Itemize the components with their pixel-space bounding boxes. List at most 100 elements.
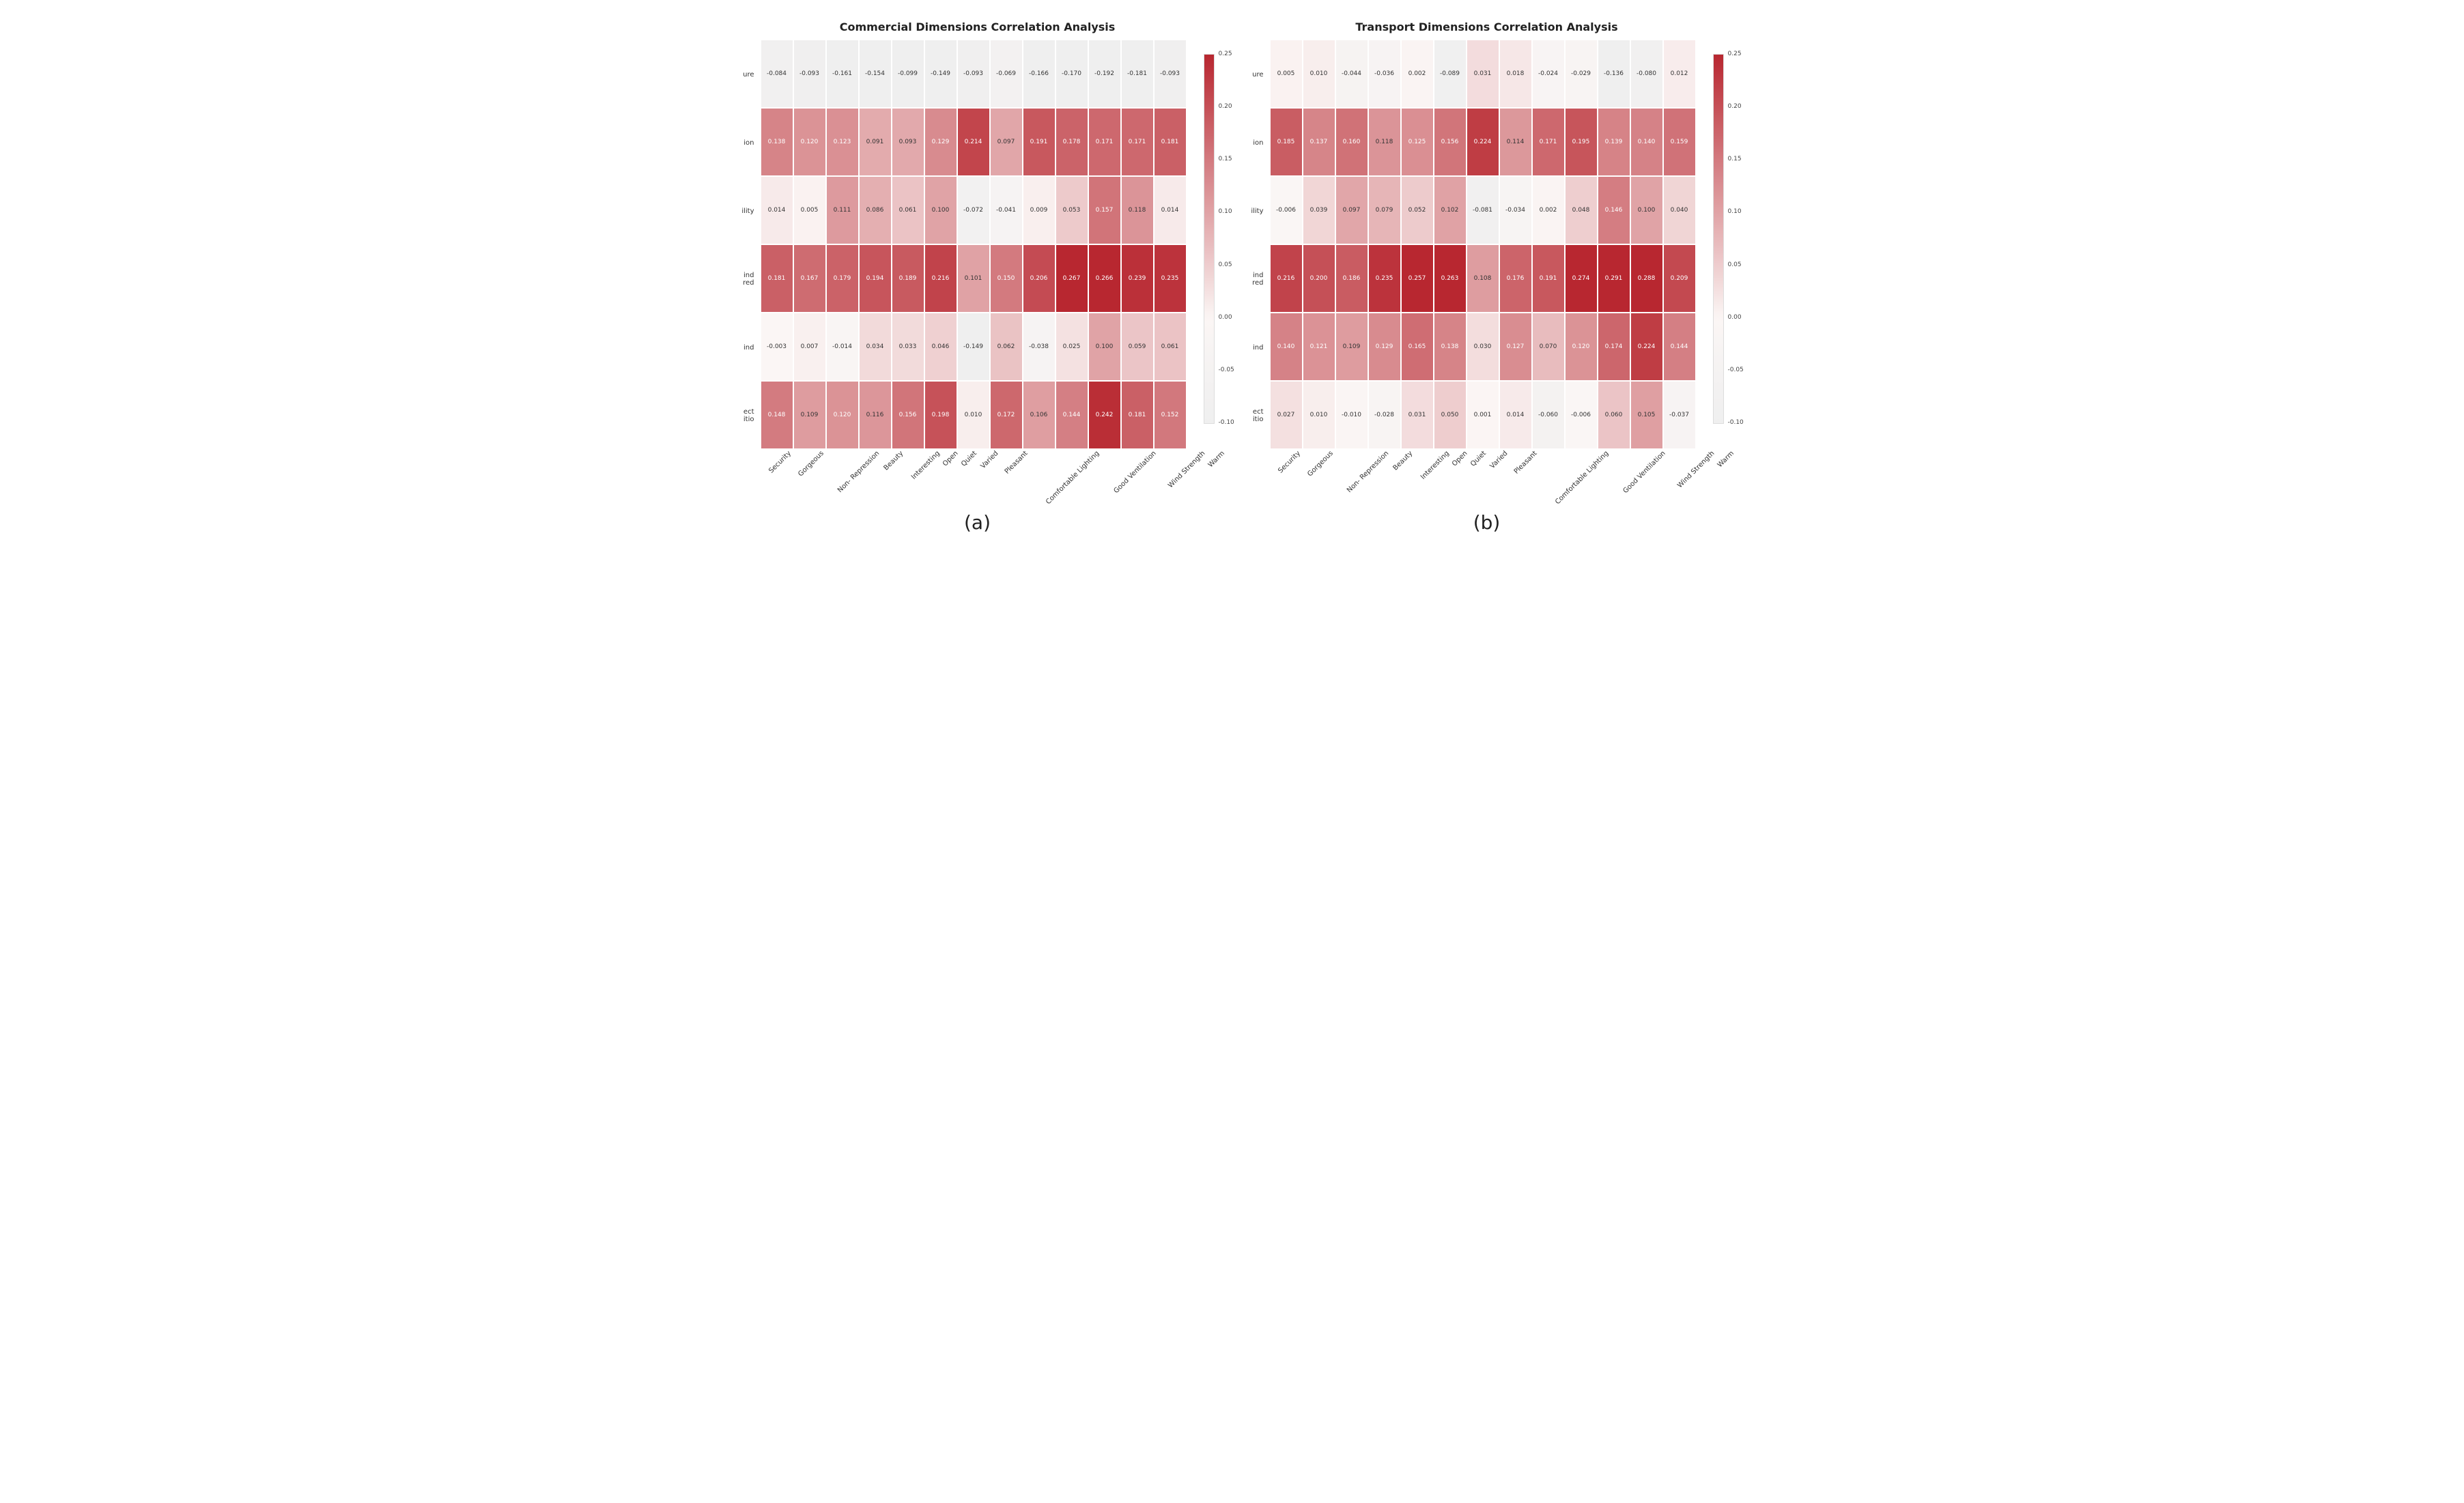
col-label: Wind Strength: [1155, 448, 1204, 455]
heatmap-cell: -0.069: [991, 40, 1023, 109]
panel-a-title: Commercial Dimensions Correlation Analys…: [840, 20, 1116, 33]
panel-b-row-labels: ureionilityindredindectitio: [1251, 40, 1264, 450]
col-label: Pleasant: [997, 448, 1026, 455]
colorbar-tick: 0.10: [1728, 208, 1742, 215]
heatmap-cell: 0.216: [925, 245, 958, 313]
heatmap-cell: 0.048: [1566, 177, 1598, 245]
colorbar-tick: -0.05: [1728, 367, 1744, 373]
col-label: Comfortable Lighting: [1025, 448, 1098, 455]
heatmap-cell: 0.039: [1303, 177, 1336, 245]
heatmap-cell: 0.159: [1664, 109, 1697, 177]
heatmap-cell: 0.101: [958, 245, 991, 313]
heatmap-cell: -0.024: [1533, 40, 1566, 109]
col-label: Interesting: [1411, 448, 1447, 455]
heatmap-cell: 0.009: [1023, 177, 1056, 245]
heatmap-cell: 0.108: [1467, 245, 1500, 313]
heatmap-cell: -0.161: [827, 40, 860, 109]
heatmap-cell: -0.093: [958, 40, 991, 109]
heatmap-cell: 0.012: [1664, 40, 1697, 109]
row-label: ectitio: [1251, 382, 1264, 450]
colorbar-tick: 0.05: [1728, 261, 1742, 268]
heatmap-cell: 0.121: [1303, 313, 1336, 382]
heatmap-cell: 0.025: [1056, 313, 1089, 382]
colorbar-tick: -0.10: [1219, 419, 1234, 426]
heatmap-cell: 0.100: [1631, 177, 1664, 245]
heatmap-cell: 0.127: [1500, 313, 1533, 382]
heatmap-cell: 0.194: [860, 245, 892, 313]
heatmap-cell: 0.001: [1467, 382, 1500, 450]
row-label: ion: [1251, 109, 1264, 177]
heatmap-cell: 0.209: [1664, 245, 1697, 313]
heatmap-cell: 0.152: [1155, 382, 1187, 450]
heatmap-cell: -0.154: [860, 40, 892, 109]
heatmap-cell: 0.014: [1155, 177, 1187, 245]
heatmap-cell: 0.014: [761, 177, 794, 245]
heatmap-cell: 0.174: [1598, 313, 1631, 382]
heatmap-cell: 0.288: [1631, 245, 1664, 313]
heatmap-cell: 0.125: [1402, 109, 1434, 177]
col-label: Non- Repression: [1331, 448, 1387, 455]
heatmap-cell: -0.093: [794, 40, 827, 109]
heatmap-cell: 0.053: [1056, 177, 1089, 245]
col-label: Pleasant: [1506, 448, 1535, 455]
panel-b-sublabel: (b): [1473, 511, 1501, 534]
heatmap-cell: 0.235: [1369, 245, 1402, 313]
heatmap-cell: 0.061: [892, 177, 925, 245]
heatmap-cell: 0.120: [1566, 313, 1598, 382]
heatmap-cell: -0.072: [958, 177, 991, 245]
heatmap-cell: 0.257: [1402, 245, 1434, 313]
col-label: Gorgeous: [1299, 448, 1331, 455]
heatmap-cell: -0.081: [1467, 177, 1500, 245]
row-label: ion: [741, 109, 755, 177]
heatmap-cell: 0.224: [1467, 109, 1500, 177]
heatmap-cell: 0.120: [827, 382, 860, 450]
heatmap-cell: 0.167: [794, 245, 827, 313]
heatmap-cell: 0.100: [925, 177, 958, 245]
heatmap-cell: 0.052: [1402, 177, 1434, 245]
heatmap-cell: 0.097: [991, 109, 1023, 177]
heatmap-cell: 0.061: [1155, 313, 1187, 382]
heatmap-cell: -0.014: [827, 313, 860, 382]
heatmap-cell: -0.010: [1336, 382, 1369, 450]
col-label: Varied: [1484, 448, 1506, 455]
panel-b: Transport Dimensions Correlation Analysi…: [1246, 20, 1728, 534]
heatmap-cell: 0.118: [1369, 109, 1402, 177]
col-label: Beauty: [1387, 448, 1411, 455]
heatmap-cell: -0.080: [1631, 40, 1664, 109]
col-label: Security: [1271, 448, 1299, 455]
heatmap-cell: 0.010: [1303, 40, 1336, 109]
panel-b-colorbar: [1713, 54, 1724, 424]
heatmap-cell: -0.044: [1336, 40, 1369, 109]
heatmap-cell: -0.192: [1089, 40, 1122, 109]
row-label: indred: [1251, 245, 1264, 313]
heatmap-cell: 0.102: [1434, 177, 1467, 245]
heatmap-cell: 0.031: [1402, 382, 1434, 450]
heatmap-cell: -0.034: [1500, 177, 1533, 245]
heatmap-cell: 0.156: [892, 382, 925, 450]
row-label: ind: [1251, 313, 1264, 382]
col-label: Interesting: [901, 448, 938, 455]
heatmap-cell: 0.138: [761, 109, 794, 177]
heatmap-cell: -0.084: [761, 40, 794, 109]
row-label: ure: [741, 40, 755, 109]
heatmap-cell: 0.014: [1500, 382, 1533, 450]
heatmap-cell: 0.118: [1122, 177, 1155, 245]
row-label: ind: [741, 313, 755, 382]
heatmap-cell: 0.086: [860, 177, 892, 245]
heatmap-cell: 0.123: [827, 109, 860, 177]
heatmap-cell: 0.060: [1598, 382, 1631, 450]
panel-b-grid: 0.0050.010-0.044-0.0360.002-0.0890.0310.…: [1271, 40, 1697, 450]
heatmap-cell: -0.170: [1056, 40, 1089, 109]
panel-a-heat-wrap: -0.084-0.093-0.161-0.154-0.099-0.149-0.0…: [737, 40, 1219, 450]
colorbar-tick: 0.05: [1219, 261, 1232, 268]
heatmap-cell: 0.148: [761, 382, 794, 450]
heatmap-cell: 0.138: [1434, 313, 1467, 382]
heatmap-cell: -0.041: [991, 177, 1023, 245]
heatmap-cell: 0.157: [1089, 177, 1122, 245]
panel-a-heatmap: -0.084-0.093-0.161-0.154-0.099-0.149-0.0…: [761, 40, 1187, 450]
heatmap-cell: 0.034: [860, 313, 892, 382]
heatmap-cell: 0.140: [1631, 109, 1664, 177]
col-label: Non- Repression: [822, 448, 877, 455]
row-label: ectitio: [741, 382, 755, 450]
heatmap-cell: 0.030: [1467, 313, 1500, 382]
